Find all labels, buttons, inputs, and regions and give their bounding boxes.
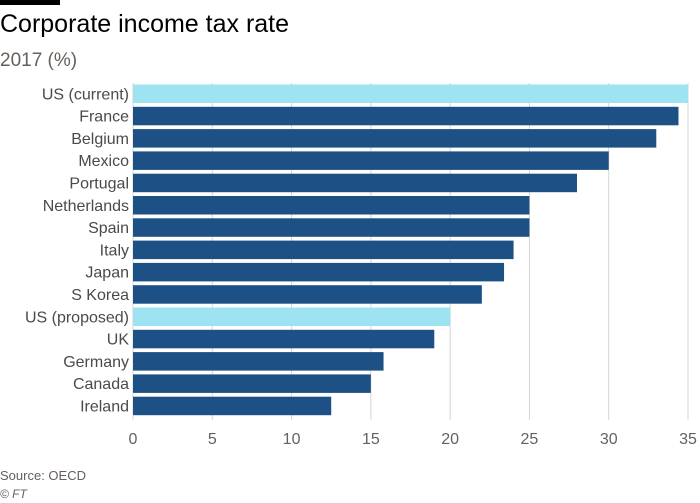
category-label: US (proposed) (25, 309, 129, 326)
category-label: Germany (63, 354, 129, 371)
category-label: Netherlands (43, 198, 129, 215)
x-tick-label: 15 (362, 431, 380, 448)
bar (133, 374, 371, 393)
category-label: Portugal (69, 175, 129, 192)
bar (133, 396, 332, 416)
category-label: Belgium (71, 131, 129, 148)
category-label: S Korea (71, 287, 129, 304)
x-tick-label: 25 (521, 431, 539, 448)
x-tick-label: 30 (600, 431, 618, 448)
bar (133, 307, 451, 326)
category-label: Canada (73, 376, 129, 393)
category-label: US (current) (42, 86, 129, 103)
x-tick-label: 35 (679, 431, 697, 448)
x-tick-label: 0 (129, 431, 138, 448)
x-tick-label: 5 (208, 431, 217, 448)
bar (133, 352, 384, 371)
category-label: Mexico (78, 153, 129, 170)
category-label: Spain (88, 220, 129, 237)
category-label: Ireland (80, 398, 129, 415)
x-tick-labels: 0 5 10 15 20 25 30 35 (129, 431, 697, 448)
chart-subtitle: 2017 (%) (0, 50, 78, 71)
bars (133, 84, 688, 416)
bar (133, 218, 530, 237)
category-label: France (79, 109, 129, 126)
bar (133, 84, 688, 103)
bar (133, 151, 609, 170)
category-label: UK (107, 332, 130, 349)
chart-title: Corporate income tax rate (0, 10, 290, 38)
x-tick-label: 10 (283, 431, 301, 448)
bar (133, 196, 530, 215)
bar (133, 285, 482, 304)
x-tick-label: 20 (441, 431, 459, 448)
bar (133, 329, 435, 349)
category-labels: US (current) France Belgium Mexico Portugal N… (25, 86, 129, 415)
category-label: Italy (100, 242, 129, 259)
category-label: Japan (85, 265, 129, 282)
credit-note: © FT (0, 487, 27, 501)
bar (133, 129, 657, 148)
bar (133, 262, 505, 282)
source-note: Source: OECD (0, 468, 86, 483)
bar (133, 106, 679, 126)
bar (133, 173, 577, 193)
header-accent-bar (0, 0, 60, 5)
bar (133, 240, 514, 260)
